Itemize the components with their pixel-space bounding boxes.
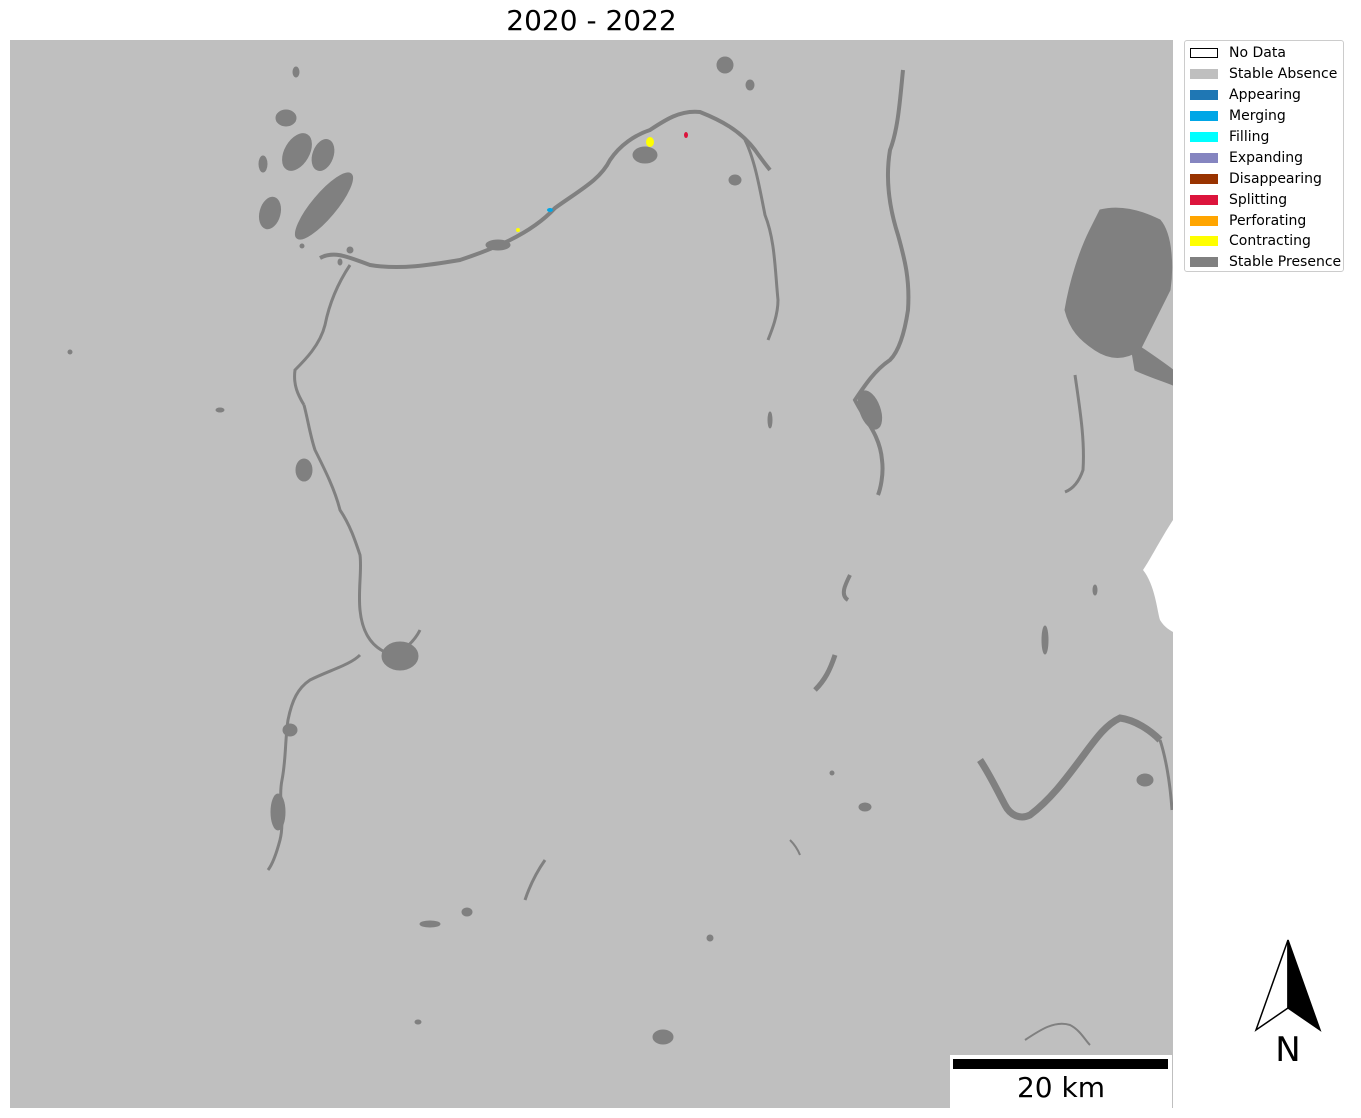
legend-label: Stable Presence — [1229, 254, 1342, 271]
north-arrow-left-half — [1254, 939, 1289, 1032]
north-label: N — [1275, 1030, 1301, 1070]
contracting-feature — [646, 137, 654, 147]
north-arrow-right-half — [1287, 939, 1322, 1032]
legend-item: Contracting — [1190, 231, 1343, 252]
merging-swatch — [1190, 111, 1218, 122]
legend-label: Perforating — [1229, 212, 1307, 229]
no-data-swatch — [1190, 48, 1218, 59]
appearing-swatch — [1190, 90, 1218, 101]
scale-bar-label: 20 km — [1016, 1071, 1106, 1104]
filling-swatch — [1190, 132, 1218, 142]
north-arrow-icon — [1254, 939, 1322, 1032]
legend-label: No Data — [1229, 45, 1286, 62]
legend-label: Filling — [1229, 129, 1270, 145]
scale-bar-line — [953, 1059, 1168, 1069]
legend-label: Contracting — [1229, 233, 1311, 250]
legend-item: Expanding — [1190, 147, 1343, 168]
legend-label: Splitting — [1229, 191, 1288, 208]
contracting-swatch — [1190, 236, 1218, 247]
no-data-region — [1143, 520, 1173, 632]
splitting-swatch — [1190, 194, 1218, 205]
legend-item: Perforating — [1190, 210, 1343, 231]
legend-item: No Data — [1190, 43, 1343, 64]
legend-label: Stable Absence — [1229, 66, 1338, 83]
legend-item: Appearing — [1190, 85, 1343, 106]
scale-bar: 20 km — [950, 1055, 1172, 1108]
contracting-feature-2 — [516, 228, 520, 232]
stable-presence-features — [67, 56, 1173, 1046]
legend-item: Disappearing — [1190, 168, 1343, 189]
legend-label: Merging — [1229, 108, 1286, 125]
perforating-swatch — [1190, 215, 1218, 226]
map-panel — [10, 40, 1173, 1108]
legend-item: Merging — [1190, 106, 1343, 127]
legend-label: Appearing — [1229, 87, 1301, 104]
stable-presence-swatch — [1190, 257, 1218, 268]
legend: No Data Stable Absence Appearing Merging Fil… — [1184, 40, 1344, 272]
stable-absence-area — [10, 40, 1173, 1108]
merging-feature — [547, 208, 553, 212]
legend-item: Splitting — [1190, 189, 1343, 210]
legend-item: Stable Absence — [1190, 64, 1343, 85]
splitting-feature — [684, 132, 688, 138]
disappearing-swatch — [1190, 173, 1218, 184]
legend-item: Stable Presence — [1190, 252, 1343, 273]
map-title: 2020 - 2022 — [506, 4, 677, 37]
stable-absence-swatch — [1190, 69, 1218, 80]
expanding-swatch — [1190, 152, 1218, 163]
legend-label: Disappearing — [1229, 170, 1322, 187]
legend-label: Expanding — [1229, 149, 1304, 166]
legend-item: Filling — [1190, 127, 1343, 148]
